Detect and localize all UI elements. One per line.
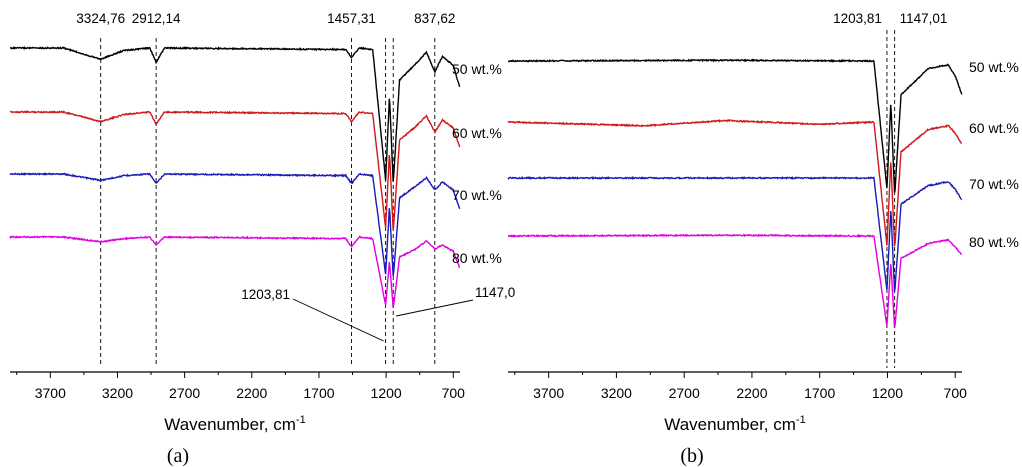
spectrum-line (9, 172, 461, 277)
peak-label: 1203,81 (833, 11, 882, 26)
spectrum-line (9, 109, 461, 230)
spectrum-line (507, 233, 962, 329)
peak-label: 3324,76 (76, 11, 125, 26)
spectrum-line (9, 45, 461, 182)
peak-label: 1457,31 (327, 11, 376, 26)
series-label: 80 wt.% (969, 234, 1019, 250)
annotation-arrow (396, 299, 474, 317)
series-label: 50 wt.% (452, 61, 502, 77)
chart-panel-b: 3700 3200 2700 2200 1700 1200 700 Wavenumber, c… (507, 11, 1019, 467)
x-tick-label: 700 (944, 385, 968, 401)
panel-label: (a) (167, 445, 189, 467)
spectrum-line (507, 175, 963, 292)
x-tick-label: 2200 (236, 385, 267, 401)
spectrum-line (507, 119, 963, 247)
series-label: 80 wt.% (452, 250, 502, 266)
x-axis-title: Wavenumber, cm-1 (664, 414, 805, 434)
x-tick-label: 1200 (872, 385, 903, 401)
x-tick-label: 1200 (371, 385, 402, 401)
peak-label: 1147,01 (900, 11, 948, 26)
x-tick-label: 2700 (669, 385, 700, 401)
x-tick-label: 3200 (601, 385, 632, 401)
peak-label: 837,62 (414, 11, 455, 26)
series-label: 60 wt.% (452, 125, 502, 141)
arrow-annotation-label: 1203,81 (241, 287, 290, 302)
panel-label: (b) (680, 445, 703, 467)
x-tick-label: 700 (442, 385, 466, 401)
spectrum-line (9, 235, 461, 308)
series-label: 70 wt.% (452, 187, 502, 203)
x-tick-label: 2700 (169, 385, 200, 401)
series-label: 60 wt.% (969, 120, 1019, 136)
x-axis-title: Wavenumber, cm-1 (164, 414, 305, 434)
spectrum-line (508, 58, 963, 193)
x-tick-label: 1700 (804, 385, 835, 401)
arrow-annotation-label: 1147,0 (475, 285, 515, 300)
x-tick-label: 2200 (736, 385, 767, 401)
series-label: 50 wt.% (969, 59, 1019, 75)
x-tick-label: 3700 (533, 385, 564, 401)
annotation-arrow (292, 298, 384, 342)
x-tick-label: 3200 (102, 385, 133, 401)
x-tick-label: 1700 (303, 385, 334, 401)
chart-panel-a: 3700 3200 2700 2200 1700 1200 700 Wavenumber, c… (9, 11, 515, 467)
x-tick-label: 3700 (35, 385, 66, 401)
peak-label: 2912,14 (132, 11, 181, 26)
series-label: 70 wt.% (969, 176, 1019, 192)
